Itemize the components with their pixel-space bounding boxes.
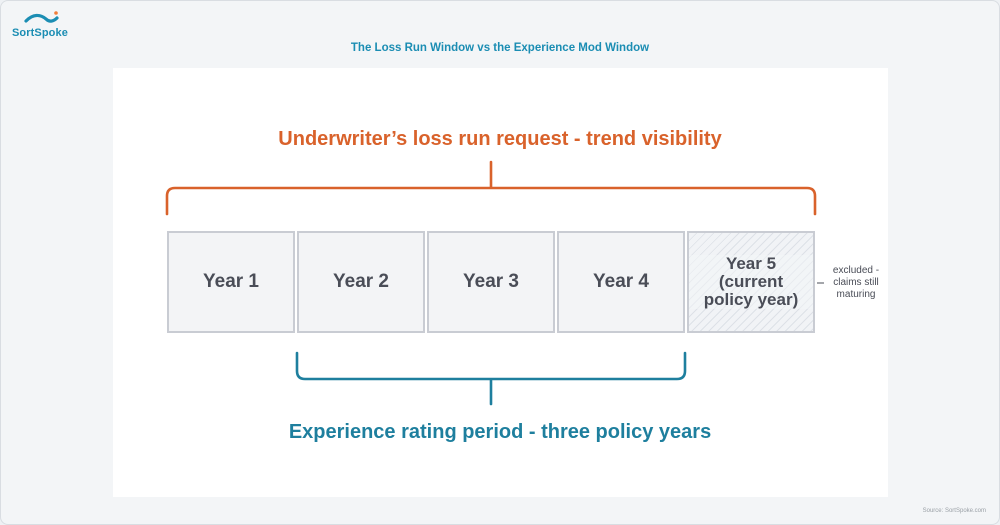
page-title: The Loss Run Window vs the Experience Mo… [350,42,650,54]
year-2-box: Year 2 [297,231,425,333]
year-5-box: Year 5 (current policy year) [687,231,815,333]
exclusion-note: excluded - claims still maturing [832,265,880,300]
year-3-label: Year 3 [463,271,519,292]
year-5-label: Year 5 (current policy year) [689,255,813,309]
brand-logo: SortSpoke [12,10,72,40]
year-1-box: Year 1 [167,231,295,333]
source-credit: Source: SortSpoke.com [922,508,986,514]
loss-run-bracket [165,160,817,216]
year-2-label: Year 2 [333,271,389,292]
brand-name: SortSpoke [12,27,68,39]
year-1-label: Year 1 [203,271,259,292]
year-4-box: Year 4 [557,231,685,333]
year-4-label: Year 4 [593,271,649,292]
experience-period-bracket [295,351,687,406]
wave-icon [24,11,59,23]
experience-period-heading: Experience rating period - three policy … [288,421,712,443]
year-3-box: Year 3 [427,231,555,333]
loss-run-heading: Underwriter’s loss run request - trend v… [278,128,722,150]
